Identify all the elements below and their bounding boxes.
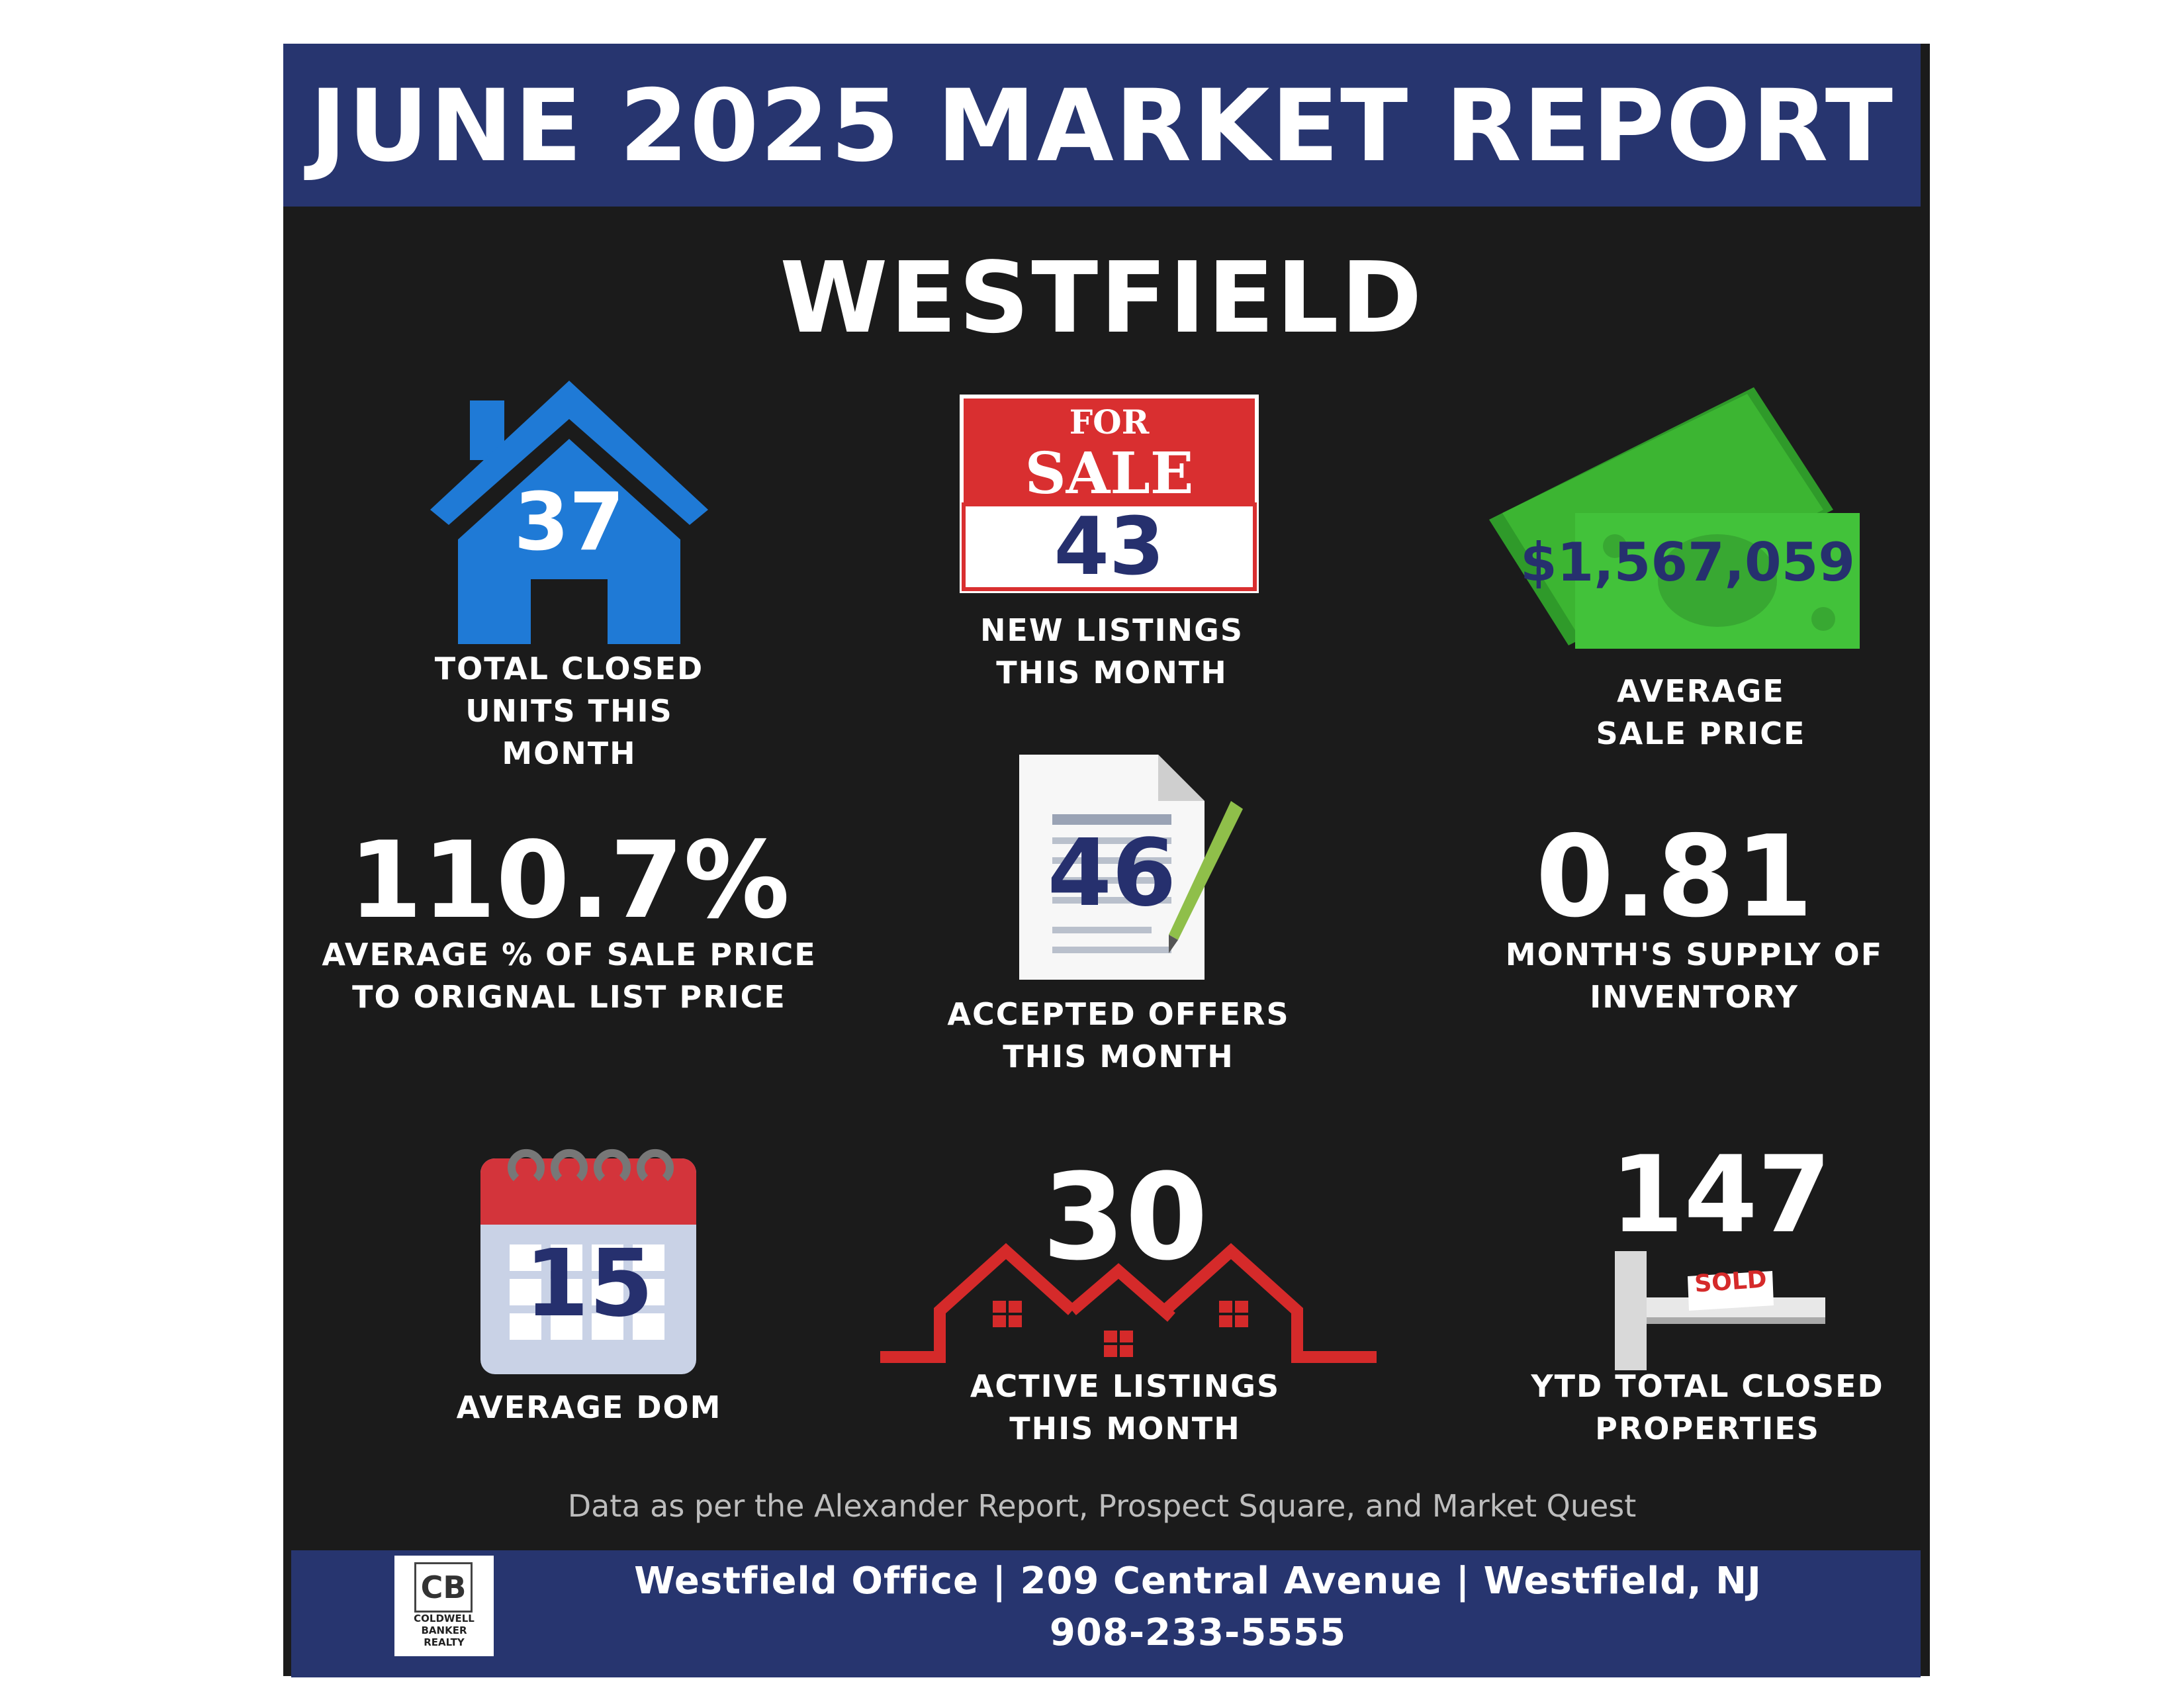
avg-dom-value: 15 xyxy=(524,1230,654,1338)
calendar-icon xyxy=(480,1149,696,1374)
sold-sign-text: SOLD xyxy=(1693,1266,1768,1298)
report-title: JUNE 2025 MARKET REPORT xyxy=(309,69,1895,184)
money-bill-icon xyxy=(1489,387,1860,649)
logo-mark: CB xyxy=(414,1562,473,1613)
document-pen-icon xyxy=(1019,755,1243,980)
pct-list-price-label: AVERAGE % OF SALE PRICE TO ORIGNAL LIST … xyxy=(322,937,817,1015)
accepted-offers-value: 46 xyxy=(1047,820,1177,927)
avg-sale-price-label: AVERAGE SALE PRICE xyxy=(1596,673,1806,751)
logo-text: COLDWELL BANKER REALTY xyxy=(414,1613,475,1648)
new-listings-value: 43 xyxy=(1054,501,1165,593)
active-listings-label: ACTIVE LISTINGS THIS MONTH xyxy=(970,1368,1281,1446)
title-banner xyxy=(283,44,1921,207)
accepted-offers-label: ACCEPTED OFFERS THIS MONTH xyxy=(947,996,1290,1074)
office-address: Westfield Office | 209 Central Avenue | … xyxy=(634,1560,1762,1603)
closed-units-value: 37 xyxy=(514,477,625,569)
avg-sale-price-value: $1,567,059 xyxy=(1520,532,1856,593)
new-listings-label: NEW LISTINGS THIS MONTH xyxy=(979,612,1244,690)
ytd-closed-label: YTD TOTAL CLOSED PROPERTIES xyxy=(1531,1368,1884,1446)
coldwell-banker-logo xyxy=(394,1556,494,1656)
house-icon xyxy=(430,381,708,644)
supply-value: 0.81 xyxy=(1535,812,1813,943)
ytd-closed-value: 147 xyxy=(1610,1133,1831,1256)
sign-for-text: FOR xyxy=(1069,402,1150,442)
sold-sign-icon xyxy=(1615,1251,1825,1370)
pct-list-price-value: 110.7% xyxy=(348,818,790,942)
closed-units-label: TOTAL CLOSED UNITS THIS MONTH xyxy=(434,651,704,771)
active-listings-value: 30 xyxy=(1042,1149,1208,1287)
avg-dom-label: AVERAGE DOM xyxy=(456,1389,722,1425)
for-sale-sign-icon xyxy=(960,395,1259,593)
footer-bar xyxy=(291,1550,1921,1677)
sign-sale-text: SALE xyxy=(1024,440,1194,507)
rooftops-icon xyxy=(880,1243,1377,1363)
city-heading: WESTFIELD xyxy=(780,241,1424,355)
supply-label: MONTH'S SUPPLY OF INVENTORY xyxy=(1505,937,1884,1015)
data-source-note: Data as per the Alexander Report, Prospe… xyxy=(567,1488,1637,1524)
office-phone: 908-233-5555 xyxy=(1049,1611,1347,1654)
